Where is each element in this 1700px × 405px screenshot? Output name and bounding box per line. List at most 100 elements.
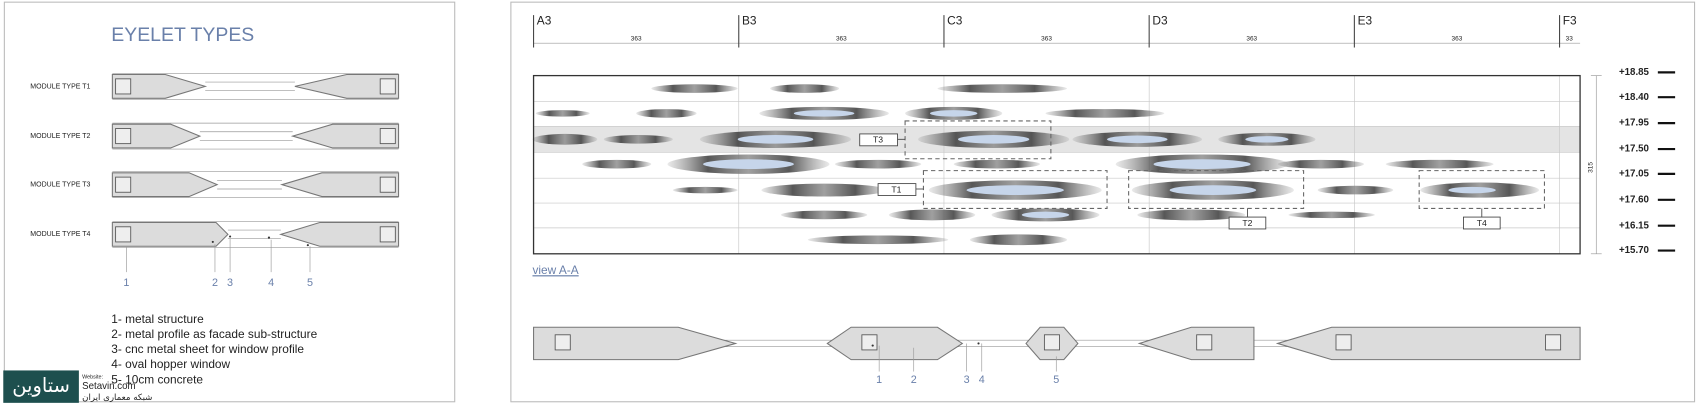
panel-border: [510, 1, 1696, 403]
drawing-ellipse: [582, 159, 652, 169]
drawing-ellipse: [1137, 209, 1246, 221]
legend-item: 1- metal structure: [111, 312, 204, 326]
drawing-ellipse: [651, 84, 738, 93]
drawing-circle: [229, 235, 232, 238]
section-callout: 1: [876, 374, 882, 386]
elevation-label: +17.60: [1619, 194, 1649, 205]
drawing-path: [111, 172, 219, 198]
drawing-rect: [554, 334, 571, 351]
drawing-ellipse: [703, 159, 794, 170]
section-callout: 5: [1053, 374, 1059, 386]
drawing-circle: [871, 344, 874, 347]
drawing-rect: [859, 133, 898, 147]
elevation-label: +17.50: [1619, 144, 1649, 155]
elevation-label: +17.05: [1619, 168, 1650, 179]
drawing-path: [280, 172, 400, 198]
drawing-path: [826, 326, 964, 361]
tag-label: T4: [1477, 218, 1487, 228]
module-drawings: [111, 73, 400, 273]
drawing-ellipse: [1317, 185, 1394, 195]
watermark: ستاوین Website: Setavin.com شبکه معماری …: [3, 370, 152, 403]
drawing-ellipse: [1021, 211, 1070, 219]
drawing-rect: [379, 128, 396, 145]
drawing-rect: [1043, 334, 1060, 351]
drawing-rect: [532, 74, 1581, 255]
drawing-rect: [877, 183, 917, 196]
drawing-ellipse: [1245, 136, 1289, 143]
legend-item: 4- oval hopper window: [111, 357, 230, 371]
drawing-rect: [861, 334, 878, 351]
grid-label: A3: [537, 14, 552, 28]
drawing-rect: [115, 78, 132, 95]
drawing-rect: [1128, 170, 1305, 209]
left-panel: EYELET TYPES MODULE TYPE T1 MODULE TYPE …: [3, 1, 456, 403]
section-callout: 2: [911, 374, 917, 386]
drawing-ellipse: [535, 110, 590, 117]
subtitle: شبکه معماری ایران: [82, 393, 152, 403]
drawing-ellipse: [966, 185, 1064, 195]
grid-label: D3: [1152, 14, 1168, 28]
grid-label: F3: [1563, 14, 1577, 28]
drawing-ellipse: [953, 159, 1041, 169]
drawing-rect: [1335, 334, 1352, 351]
dimension: 363: [1246, 36, 1257, 43]
drawing-path: [278, 221, 400, 247]
drawing-circle: [977, 342, 980, 345]
dimension: 363: [1041, 36, 1052, 43]
drawing-rect: [1545, 334, 1562, 351]
drawing-ellipse: [603, 135, 673, 144]
drawing-ellipse: [636, 109, 697, 118]
elevation-label: +18.85: [1619, 67, 1650, 78]
right-panel: A3 B3 C3 D3 E3 F3 363 363 363 363 363 33: [510, 1, 1696, 403]
dimension: 363: [836, 36, 847, 43]
drawing-ellipse: [807, 235, 949, 245]
drawing-ellipse: [1045, 109, 1165, 118]
drawing-ellipse: [888, 209, 976, 221]
section-callout: 4: [979, 374, 985, 386]
website-label: Website:: [82, 374, 103, 380]
module-label: MODULE TYPE T1: [30, 83, 90, 90]
drawing-ellipse: [937, 84, 1068, 93]
drawing-ellipse: [780, 210, 868, 220]
callout: 3: [227, 277, 233, 289]
drawing-ellipse: [793, 110, 855, 117]
drawing-ellipse: [770, 84, 840, 93]
drawing-ellipse: [958, 135, 1030, 144]
view-label: view A-A: [532, 263, 578, 277]
legend-item: 3- cnc metal sheet for window profile: [111, 342, 304, 356]
elevation-label: +17.95: [1619, 118, 1650, 129]
grid-label: C3: [947, 14, 963, 28]
drawing-rect: [379, 78, 396, 95]
tag-label: T2: [1242, 218, 1252, 228]
drawing-rect: [904, 120, 1052, 160]
drawing-ellipse: [737, 135, 814, 144]
grid-label: B3: [742, 14, 757, 28]
drawing-rect: [1418, 170, 1545, 209]
callout: 2: [212, 277, 218, 289]
level-markers: [1590, 71, 1676, 255]
dimension: 363: [1452, 36, 1463, 43]
drawing-ellipse: [1107, 135, 1168, 144]
drawing-path: [294, 73, 400, 99]
height-dimension: 315: [1588, 162, 1595, 173]
dimension: 33: [1566, 36, 1574, 43]
drawing-ellipse: [1169, 185, 1257, 195]
drawing-rect: [379, 226, 396, 243]
drawing-rect: [1196, 334, 1213, 351]
elevation-label: +16.15: [1619, 220, 1650, 231]
dimension: 363: [631, 36, 642, 43]
drawing-ellipse: [929, 110, 978, 117]
drawing-circle: [267, 236, 271, 239]
title: EYELET TYPES: [111, 24, 254, 46]
section-callout: 3: [964, 374, 970, 386]
callout: 5: [307, 277, 313, 289]
drawing-rect: [1463, 216, 1501, 230]
drawing-circle: [306, 244, 309, 247]
legend-item: 5- 10cm concrete: [111, 372, 203, 386]
drawing-circle: [211, 240, 214, 243]
grid-label: E3: [1358, 14, 1373, 28]
drawing-ellipse: [532, 133, 598, 145]
legend-item: 2- metal profile as facade sub-structure: [111, 327, 317, 341]
module-label: MODULE TYPE T2: [30, 133, 90, 140]
